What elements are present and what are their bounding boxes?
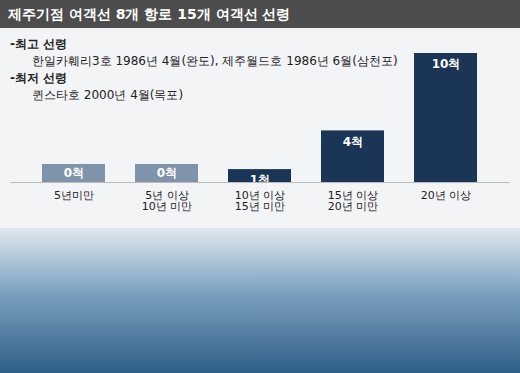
svg-text:15년 이상20년 미만: 15년 이상20년 미만	[328, 189, 379, 213]
html-text:퀸스타호 2000년 4월(목포): 퀸스타호 2000년 4월(목포)	[32, 88, 184, 102]
svg-text:5년미만: 5년미만	[54, 189, 94, 202]
html-text:한일카훼리3호 1986년 4월(완도), 제주월드호 19: 한일카훼리3호 1986년 4월(완도), 제주월드호 1986년 6월(삼천포…	[32, 54, 398, 68]
svg-text:4척: 4척	[343, 135, 363, 149]
svg-text:10년 이상15년 미만: 10년 이상15년 미만	[235, 189, 286, 213]
svg-text:0척: 0척	[64, 166, 84, 180]
html-text:-최저 선령: -최저 선령	[10, 71, 68, 85]
svg-text:0척: 0척	[157, 166, 177, 180]
svg-text:5년 이상10년 미만: 5년 이상10년 미만	[142, 189, 193, 213]
html-text:제주기점 여객선 8개 항로 15개 여객선 선령: 제주기점 여객선 8개 항로 15개 여객선 선령	[8, 6, 291, 22]
svg-text:1척: 1척	[250, 173, 270, 187]
svg-text:10척: 10척	[432, 57, 461, 71]
svg-text:20년 이상: 20년 이상	[421, 189, 472, 202]
html-text:-최고 선령: -최고 선령	[10, 37, 68, 51]
